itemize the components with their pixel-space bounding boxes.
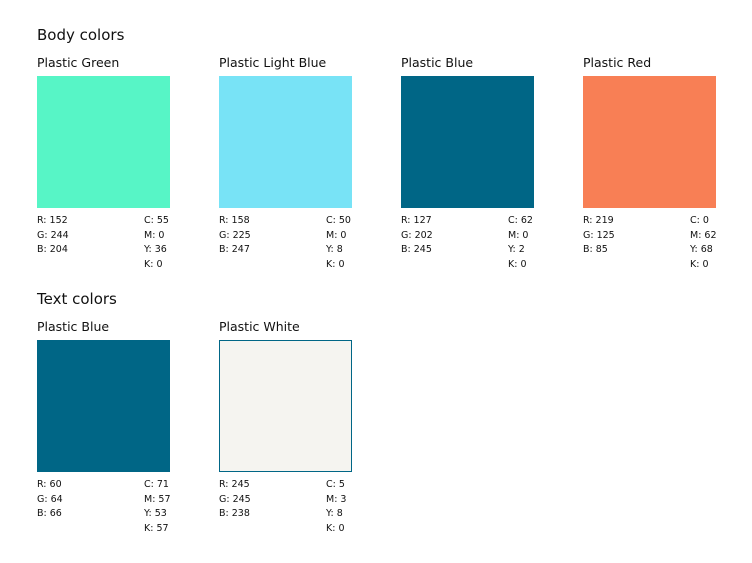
cmyk-m: M: 62 — [690, 229, 717, 241]
cmyk-c: C: 5 — [326, 479, 345, 490]
cmyk-m: M: 3 — [326, 493, 347, 505]
swatch-name: Plastic Red — [583, 55, 652, 70]
swatch-card-plastic-white: Plastic White R: 245 G: 245 B: 238 C: 5 … — [219, 319, 352, 534]
rgb-r: R: 245 — [219, 479, 250, 490]
cmyk-values: C: 50 M: 0 Y: 8 K: 0 — [326, 214, 351, 272]
cmyk-k: K: 0 — [690, 258, 709, 270]
rgb-values: R: 127 G: 202 B: 245 — [401, 214, 433, 258]
cmyk-c: C: 50 — [326, 215, 351, 226]
color-swatch — [37, 76, 170, 208]
swatch-name: Plastic Blue — [37, 319, 110, 334]
cmyk-k: K: 0 — [326, 522, 345, 534]
rgb-g: G: 64 — [37, 493, 63, 505]
rgb-r: R: 152 — [37, 215, 68, 226]
rgb-values: R: 158 G: 225 B: 247 — [219, 214, 251, 258]
color-swatch — [219, 76, 352, 208]
swatch-name: Plastic Green — [37, 55, 120, 70]
cmyk-m: M: 0 — [508, 229, 529, 241]
cmyk-values: C: 71 M: 57 Y: 53 K: 57 — [144, 478, 171, 536]
rgb-g: G: 225 — [219, 229, 251, 241]
swatch-card-plastic-light-blue: Plastic Light Blue R: 158 G: 225 B: 247 … — [219, 55, 352, 270]
rgb-b: B: 66 — [37, 508, 62, 519]
rgb-b: B: 85 — [583, 244, 608, 255]
color-swatch — [583, 76, 716, 208]
rgb-b: B: 204 — [37, 244, 68, 255]
cmyk-values: C: 0 M: 62 Y: 68 K: 0 — [690, 214, 717, 272]
swatch-card-plastic-red: Plastic Red R: 219 G: 125 B: 85 C: 0 M: … — [583, 55, 717, 270]
cmyk-y: Y: 68 — [690, 244, 713, 255]
text-colors-title: Text colors — [37, 290, 117, 308]
rgb-b: B: 247 — [219, 244, 250, 255]
cmyk-values: C: 55 M: 0 Y: 36 K: 0 — [144, 214, 169, 272]
rgb-b: B: 238 — [219, 508, 250, 519]
rgb-g: G: 244 — [37, 229, 69, 241]
rgb-r: R: 127 — [401, 215, 432, 226]
rgb-values: R: 60 G: 64 B: 66 — [37, 478, 63, 522]
cmyk-c: C: 0 — [690, 215, 709, 226]
rgb-values: R: 219 G: 125 B: 85 — [583, 214, 615, 258]
cmyk-y: Y: 8 — [326, 508, 343, 519]
rgb-values: R: 152 G: 244 B: 204 — [37, 214, 69, 258]
swatch-name: Plastic Light Blue — [219, 55, 327, 70]
rgb-values: R: 245 G: 245 B: 238 — [219, 478, 251, 522]
swatch-card-plastic-blue-text: Plastic Blue R: 60 G: 64 B: 66 C: 71 M: … — [37, 319, 171, 534]
swatch-name: Plastic Blue — [401, 55, 474, 70]
color-swatch — [37, 340, 170, 472]
body-colors-title: Body colors — [37, 26, 125, 44]
rgb-g: G: 125 — [583, 229, 615, 241]
cmyk-y: Y: 36 — [144, 244, 167, 255]
swatch-card-plastic-green: Plastic Green R: 152 G: 244 B: 204 C: 55… — [37, 55, 170, 270]
rgb-g: G: 245 — [219, 493, 251, 505]
cmyk-k: K: 0 — [326, 258, 345, 270]
cmyk-c: C: 71 — [144, 479, 169, 490]
cmyk-c: C: 62 — [508, 215, 533, 226]
swatch-name: Plastic White — [219, 319, 300, 334]
cmyk-k: K: 57 — [144, 522, 169, 534]
rgb-b: B: 245 — [401, 244, 432, 255]
rgb-g: G: 202 — [401, 229, 433, 241]
cmyk-k: K: 0 — [508, 258, 527, 270]
cmyk-m: M: 57 — [144, 493, 171, 505]
swatch-card-plastic-blue: Plastic Blue R: 127 G: 202 B: 245 C: 62 … — [401, 55, 534, 270]
cmyk-values: C: 62 M: 0 Y: 2 K: 0 — [508, 214, 533, 272]
cmyk-y: Y: 53 — [144, 508, 167, 519]
cmyk-y: Y: 2 — [508, 244, 525, 255]
cmyk-m: M: 0 — [144, 229, 165, 241]
rgb-r: R: 158 — [219, 215, 250, 226]
cmyk-y: Y: 8 — [326, 244, 343, 255]
cmyk-values: C: 5 M: 3 Y: 8 K: 0 — [326, 478, 346, 536]
cmyk-c: C: 55 — [144, 215, 169, 226]
color-swatch — [219, 340, 352, 472]
cmyk-m: M: 0 — [326, 229, 347, 241]
cmyk-k: K: 0 — [144, 258, 163, 270]
color-swatch — [401, 76, 534, 208]
rgb-r: R: 219 — [583, 215, 614, 226]
rgb-r: R: 60 — [37, 479, 62, 490]
